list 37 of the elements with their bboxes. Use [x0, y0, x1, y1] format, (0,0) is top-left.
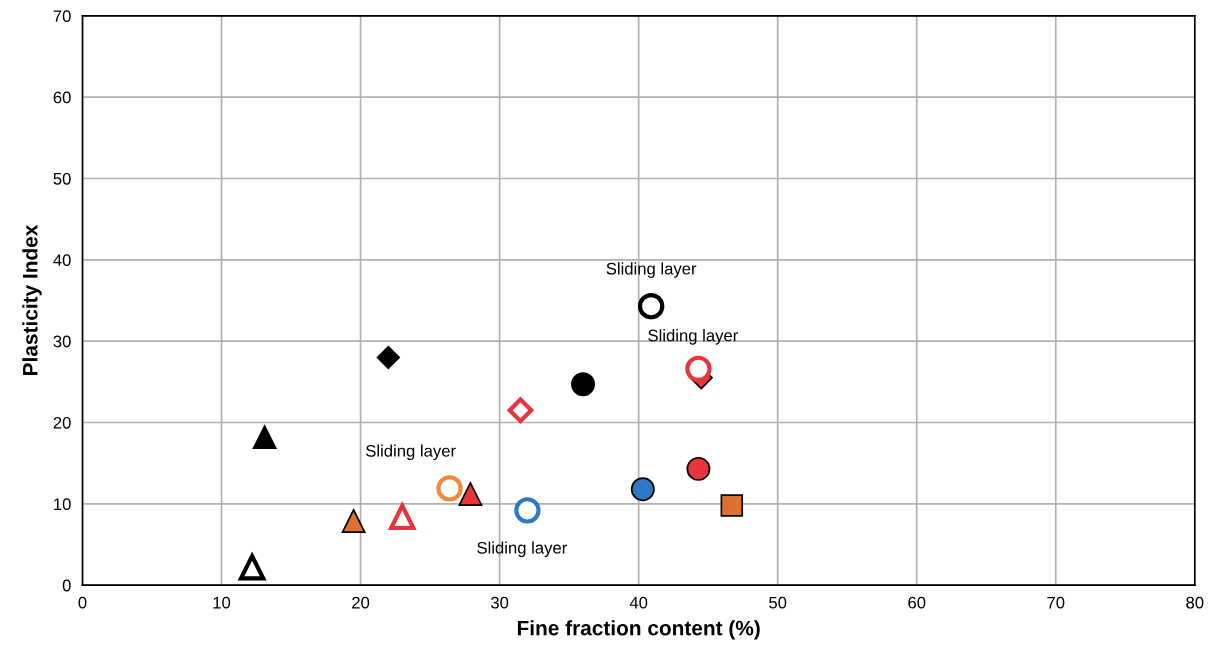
point: [341, 508, 366, 533]
x-tick-label: 0: [78, 596, 87, 609]
x-tick-label: 20: [352, 596, 370, 609]
point: [630, 477, 655, 502]
y-tick-label: 10: [54, 498, 71, 511]
x-tick-label: 30: [490, 596, 509, 609]
point: [387, 501, 417, 531]
point: [507, 397, 534, 424]
point: [720, 494, 744, 517]
y-tick-label: 20: [53, 416, 71, 429]
y-tick-label: 70: [53, 10, 71, 23]
annotation: Sliding layer: [477, 541, 567, 558]
point: [376, 345, 401, 370]
y-axis-title: Plasticity Index: [22, 224, 42, 375]
y-tick-label: 50: [53, 172, 71, 185]
point: [686, 456, 711, 481]
x-tick-label: 60: [908, 596, 926, 609]
annotation: Sliding layer: [648, 329, 738, 345]
annotation: Sliding layer: [606, 262, 697, 278]
point: [571, 372, 595, 397]
y-tick-label: 30: [53, 335, 71, 348]
point: [436, 475, 463, 502]
point: [514, 497, 541, 524]
annotation: Sliding layer: [366, 444, 456, 461]
x-tick-label: 40: [629, 596, 648, 609]
y-tick-label: 0: [62, 579, 71, 592]
x-tick-label: 70: [1047, 596, 1065, 609]
x-tick-label: 10: [213, 596, 231, 609]
y-tick-label: 60: [53, 91, 71, 104]
y-tick-label: 40: [53, 254, 71, 267]
point: [458, 482, 483, 507]
point: [685, 355, 712, 383]
x-tick-label: 50: [769, 596, 787, 609]
point: [252, 425, 277, 450]
point: [637, 293, 665, 320]
x-tick-label: 80: [1186, 596, 1204, 609]
x-axis-title: Fine fraction content (%): [517, 620, 760, 640]
